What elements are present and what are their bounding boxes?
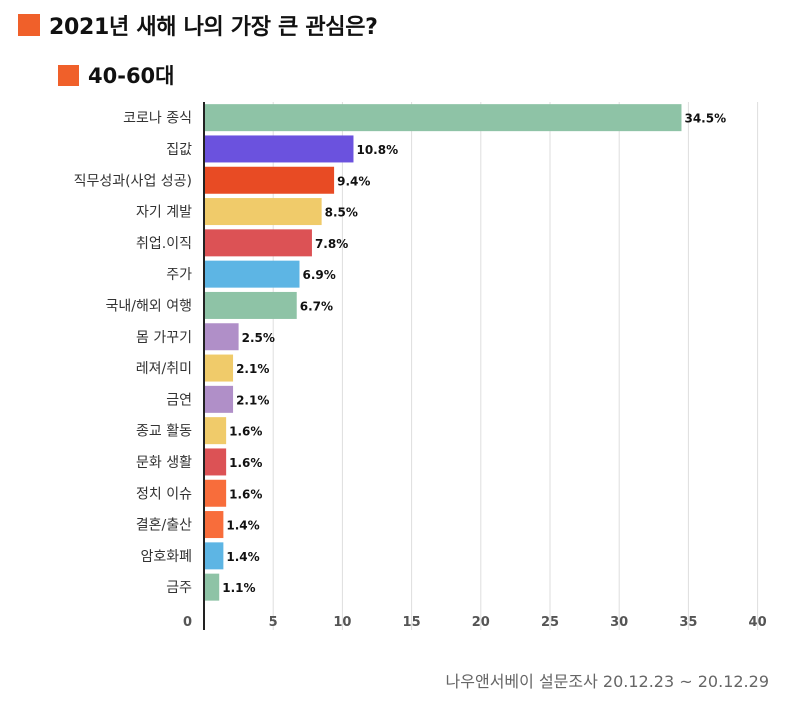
category-label: 직무성과(사업 성공) — [74, 173, 192, 189]
x-tick-label: 20 — [472, 615, 490, 630]
bar — [204, 511, 224, 539]
category-label: 자기 계발 — [136, 205, 192, 221]
category-label: 금주 — [166, 580, 192, 596]
bar — [204, 291, 297, 319]
subtitle-marker — [58, 64, 79, 86]
bar — [204, 166, 335, 194]
data-label: 1.1% — [222, 581, 255, 595]
chart-subtitle: 40-60대 — [88, 64, 175, 88]
bar — [204, 260, 300, 288]
category-label: 주가 — [166, 267, 192, 283]
data-label: 8.5% — [325, 206, 358, 220]
data-label: 34.5% — [684, 112, 726, 126]
data-label: 2.1% — [236, 362, 269, 376]
bar — [204, 479, 227, 507]
category-label: 레져/취미 — [136, 361, 192, 377]
data-label: 1.4% — [226, 550, 259, 564]
bar — [204, 354, 234, 382]
bar — [204, 135, 354, 163]
data-label: 2.1% — [236, 393, 269, 407]
x-tick-label: 25 — [541, 615, 559, 630]
category-label: 암호화폐 — [140, 549, 192, 565]
data-label: 1.4% — [226, 519, 259, 533]
x-tick-label: 10 — [333, 615, 351, 630]
chart-subtitle-row: 40-60대 — [58, 60, 174, 90]
category-label: 집값 — [166, 142, 192, 158]
bar — [204, 573, 220, 601]
category-label: 몸 가꾸기 — [136, 330, 192, 346]
bar — [204, 385, 234, 413]
category-label: 종교 활동 — [136, 424, 192, 440]
data-label: 1.6% — [229, 425, 262, 439]
data-label: 6.9% — [302, 268, 335, 282]
data-label: 7.8% — [315, 237, 348, 251]
x-tick-label: 30 — [610, 615, 628, 630]
category-label: 금연 — [166, 392, 192, 408]
chart-title-row: 2021년 새해 나의 가장 큰 관심은? — [18, 10, 378, 40]
category-label: 코로나 종식 — [123, 111, 192, 127]
category-label: 정치 이슈 — [136, 486, 192, 502]
source-note: 나우앤서베이 설문조사 20.12.23 ~ 20.12.29 — [445, 672, 769, 691]
data-label: 6.7% — [300, 299, 333, 313]
bar — [204, 542, 224, 570]
bar — [204, 323, 239, 351]
bar — [204, 417, 227, 445]
category-label: 국내/해외 여행 — [106, 298, 192, 314]
bar — [204, 229, 312, 257]
category-label: 결혼/출산 — [136, 518, 192, 534]
data-label: 1.6% — [229, 487, 262, 501]
category-label: 취업.이직 — [136, 236, 192, 252]
x-tick-label: 40 — [749, 615, 767, 630]
bar — [204, 448, 227, 476]
data-label: 9.4% — [337, 174, 370, 188]
data-label: 2.5% — [242, 331, 275, 345]
title-marker — [18, 14, 40, 36]
chart-title: 2021년 새해 나의 가장 큰 관심은? — [49, 15, 378, 40]
category-label: 문화 생활 — [136, 455, 192, 471]
x-tick-label: 5 — [269, 615, 278, 630]
x-tick-label: 0 — [183, 615, 192, 630]
bar — [204, 198, 322, 226]
data-label: 1.6% — [229, 456, 262, 470]
data-label: 10.8% — [356, 143, 398, 157]
bar — [204, 104, 682, 132]
x-tick-label: 35 — [679, 615, 697, 630]
x-tick-label: 15 — [403, 615, 421, 630]
